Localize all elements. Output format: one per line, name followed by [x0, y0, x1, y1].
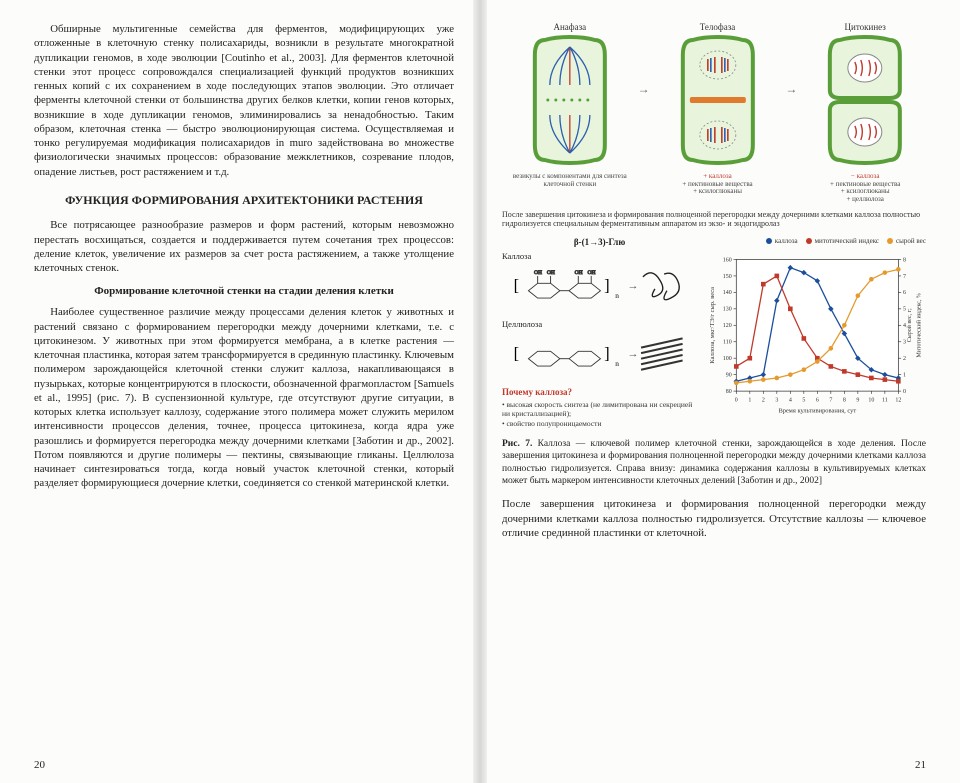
cellulose-name: Целлюлоза — [502, 319, 697, 329]
beta-glucan-label: β-(1→3)-Глю — [502, 237, 697, 247]
cell-stages-row: Анафаза — [502, 22, 926, 204]
callose-structure-icon: [ OH OH OH OH ] n → — [502, 263, 697, 311]
svg-text:3: 3 — [903, 340, 906, 346]
svg-text:5: 5 — [903, 307, 906, 313]
svg-text:2: 2 — [903, 356, 906, 362]
cell-svg-cytokinesis — [797, 35, 933, 165]
lower-figure-row: β-(1→3)-Глю Каллоза [ OH OH — [502, 237, 926, 428]
caption-anaphase: везикулы с компонентами для синтеза клет… — [502, 173, 638, 188]
svg-text:Митотический индекс, %: Митотический индекс, % — [915, 293, 922, 357]
svg-text:12: 12 — [895, 397, 901, 403]
stage-label-anaphase: Анафаза — [502, 22, 638, 32]
svg-text:→: → — [627, 280, 638, 292]
svg-text:7: 7 — [829, 397, 832, 403]
svg-text:140: 140 — [723, 290, 732, 296]
arrow-icon: → — [638, 22, 650, 97]
svg-text:4: 4 — [903, 323, 906, 329]
svg-text:]: ] — [604, 276, 610, 295]
left-para-2: Все потрясающее разнообразие размеров и … — [34, 218, 454, 275]
caption-telophase-rest: + пектиновые вещества + ксилоглюканы — [682, 180, 752, 196]
svg-text:120: 120 — [723, 323, 732, 329]
legend-mitotic: митотический индекс — [806, 237, 879, 245]
svg-text:100: 100 — [723, 356, 732, 362]
svg-text:1: 1 — [748, 397, 751, 403]
svg-text:n: n — [615, 291, 619, 300]
caption-telophase: + каллоза + пектиновые вещества + ксилог… — [650, 173, 786, 196]
left-para-3: Наиболее существенное различие между про… — [34, 305, 454, 490]
cell-svg-anaphase — [502, 35, 638, 165]
figure-caption: Рис. 7. Каллоза — ключевой полимер клето… — [502, 438, 926, 487]
stage-label-cytokinesis: Цитокинез — [797, 22, 933, 32]
subsection-heading: Формирование клеточной стенки на стадии … — [44, 285, 444, 297]
svg-text:n: n — [615, 359, 619, 368]
svg-text:OH: OH — [547, 270, 555, 276]
svg-text:[: [ — [514, 276, 520, 295]
callose-block: Каллоза [ OH OH OH OH — [502, 251, 697, 313]
svg-text:130: 130 — [723, 307, 732, 313]
svg-text:5: 5 — [802, 397, 805, 403]
svg-text:4: 4 — [789, 397, 792, 403]
svg-text:Каллоза, мкг/TЭ/г сыр. веса: Каллоза, мкг/TЭ/г сыр. веса — [709, 287, 716, 364]
stage-label-telophase: Телофаза — [650, 22, 786, 32]
svg-text:8: 8 — [903, 257, 906, 263]
stage-cytokinesis: Цитокинез — [797, 22, 933, 204]
svg-text:OH: OH — [575, 270, 583, 276]
left-para-1: Обширные мультигенные семейства для ферм… — [34, 22, 454, 179]
right-bottom-para: После завершения цитокинеза и формирован… — [502, 497, 926, 540]
callose-name: Каллоза — [502, 251, 697, 261]
svg-text:→: → — [627, 348, 638, 360]
page-number-right: 21 — [915, 759, 926, 771]
caption-cytokinesis: − каллоза + пектиновые вещества + ксилог… — [797, 173, 933, 204]
svg-text:110: 110 — [723, 340, 732, 346]
cell-svg-telophase — [650, 35, 786, 165]
svg-text:90: 90 — [726, 372, 732, 378]
svg-text:Время культивирования, сут: Время культивирования, сут — [778, 407, 856, 414]
figure-7: Анафаза — [502, 22, 926, 487]
chart-legend: каллоза митотический индекс сырой вес — [705, 237, 926, 245]
stage-anaphase: Анафаза — [502, 22, 638, 188]
caption-cytokinesis-rest: + пектиновые вещества + ксилоглюканы + ц… — [830, 180, 900, 203]
arrow-icon: → — [785, 22, 797, 97]
svg-text:9: 9 — [856, 397, 859, 403]
svg-text:0: 0 — [735, 397, 738, 403]
svg-text:160: 160 — [723, 257, 732, 263]
svg-text:]: ] — [604, 344, 610, 363]
why-callose-label: Почему каллоза? — [502, 387, 697, 397]
svg-text:6: 6 — [816, 397, 819, 403]
svg-text:8: 8 — [843, 397, 846, 403]
line-chart: 0123456789101112809010011012013014015016… — [705, 247, 926, 422]
page-left: Обширные мультигенные семейства для ферм… — [0, 0, 480, 783]
svg-text:3: 3 — [775, 397, 778, 403]
svg-text:10: 10 — [868, 397, 874, 403]
svg-text:0: 0 — [903, 389, 906, 395]
svg-text:150: 150 — [723, 274, 732, 280]
chart-panel: каллоза митотический индекс сырой вес 01… — [705, 237, 926, 428]
fig-caption-text: Каллоза — ключевой полимер клеточной сте… — [502, 439, 926, 486]
why-callose-bullets: • высокая скорость синтеза (не лимитиров… — [502, 400, 697, 428]
svg-text:[: [ — [514, 344, 520, 363]
page-right: Анафаза — [480, 0, 960, 783]
cellulose-structure-icon: [ ] n → — [502, 331, 697, 379]
svg-text:OH: OH — [588, 270, 596, 276]
cellulose-block: Целлюлоза [ ] n → — [502, 319, 697, 381]
svg-text:80: 80 — [726, 389, 732, 395]
svg-text:7: 7 — [903, 274, 906, 280]
svg-text:Сырой вес, г;: Сырой вес, г; — [906, 308, 913, 342]
fig-number: Рис. 7. — [502, 439, 532, 449]
hydrolysis-note: После завершения цитокинеза и формирован… — [502, 210, 926, 229]
page-number-left: 20 — [34, 759, 45, 771]
polymer-formulas: β-(1→3)-Глю Каллоза [ OH OH — [502, 237, 697, 428]
svg-text:2: 2 — [762, 397, 765, 403]
section-heading: ФУНКЦИЯ ФОРМИРОВАНИЯ АРХИТЕКТОНИКИ РАСТЕ… — [54, 193, 434, 209]
legend-callose: каллоза — [766, 237, 798, 245]
stage-telophase: Телофаза + каллоза — [650, 22, 786, 196]
svg-text:11: 11 — [882, 397, 888, 403]
svg-text:1: 1 — [903, 372, 906, 378]
svg-text:OH: OH — [534, 270, 542, 276]
svg-text:6: 6 — [903, 290, 906, 296]
legend-weight: сырой вес — [887, 237, 926, 245]
book-spread: Обширные мультигенные семейства для ферм… — [0, 0, 960, 783]
